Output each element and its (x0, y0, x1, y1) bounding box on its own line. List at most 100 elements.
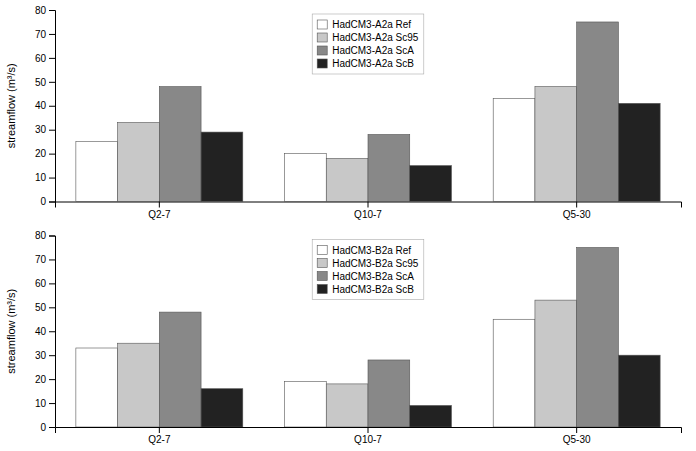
tick-mark (576, 427, 577, 433)
bars (76, 247, 660, 427)
tick-mark (49, 178, 55, 179)
figure: 0 10 20 30 40 50 60 70 80 Q2-7 Q10-7 Q5-30 streamflo… (0, 0, 696, 451)
tick-label: Q10-7 (354, 209, 382, 220)
legend-frame (312, 14, 424, 74)
axis-line (49, 236, 56, 428)
tick-label: 50 (35, 77, 47, 88)
legend: HadCM3-B2a Ref HadCM3-B2a Sc95 HadCM3-B2a … (312, 240, 424, 300)
legend-swatch (317, 59, 327, 68)
x-axis: Q2-7Q10-7Q5-30 (56, 202, 682, 220)
tick: 0 (40, 196, 55, 207)
tick-label: 60 (35, 278, 47, 289)
legend-frame (312, 240, 424, 300)
tick-label: 0 (40, 422, 46, 433)
tick: 20 (35, 148, 55, 159)
tick-label: 70 (35, 254, 47, 265)
bar (410, 166, 452, 202)
legend-swatch (317, 20, 327, 29)
bar-series (159, 247, 618, 427)
tick-mark (368, 202, 369, 208)
tick: Q5-30 (563, 427, 591, 445)
tick: 70 (35, 254, 55, 265)
axis-line (56, 428, 682, 434)
bar (410, 405, 452, 427)
tick: 80 (35, 230, 55, 241)
bars (76, 22, 660, 202)
tick-label: Q2-7 (148, 434, 171, 445)
tick-mark (49, 58, 55, 59)
bar (285, 382, 327, 427)
tick-mark (49, 130, 55, 131)
tick-label: Q10-7 (354, 434, 382, 445)
tick-label: Q5-30 (563, 434, 591, 445)
bar (285, 154, 327, 202)
legend-label: HadCM3-B2a ScB (332, 284, 414, 295)
tick: 50 (35, 77, 55, 88)
bar (577, 22, 619, 202)
bar (159, 312, 201, 427)
tick: 10 (35, 398, 55, 409)
legend: HadCM3-A2a RefHadCM3-A2a Sc95HadCM3-A2a … (312, 14, 424, 74)
bar-series (201, 103, 660, 201)
legend-swatch (317, 259, 327, 268)
panel: 01020304050607080Q2-7Q10-7Q5-30streamflo… (5, 230, 682, 445)
tick-mark (576, 202, 577, 208)
tick: 80 (35, 5, 55, 16)
tick-label: 0 (40, 196, 46, 207)
tick-label: 40 (35, 326, 47, 337)
tick: 40 (35, 100, 55, 111)
tick: Q5-30 (563, 202, 591, 220)
bar (118, 343, 160, 427)
tick-label: 50 (35, 302, 47, 313)
bar (535, 87, 577, 202)
tick-label: 80 (35, 5, 47, 16)
tick-mark (159, 202, 160, 208)
bar (493, 99, 535, 202)
tick: 60 (35, 53, 55, 64)
tick-label: 40 (35, 100, 47, 111)
tick-mark (49, 154, 55, 155)
tick: 30 (35, 350, 55, 361)
bar (118, 123, 160, 202)
tick-mark (49, 202, 55, 203)
tick: Q10-7 (354, 427, 382, 445)
bar (201, 389, 243, 427)
tick-label: 20 (35, 374, 47, 385)
tick-mark (49, 307, 55, 308)
bar-series (118, 87, 577, 202)
tick-mark (49, 379, 55, 380)
tick-mark (368, 427, 369, 433)
bar (76, 348, 118, 427)
tick-label: 30 (35, 350, 47, 361)
tick-mark (49, 34, 55, 35)
legend-label: HadCM3-A2a ScB (332, 58, 414, 69)
tick: 0 (40, 422, 55, 433)
tick: 30 (35, 124, 55, 135)
axis-title: streamflow (m³/s) (5, 63, 17, 148)
tick-mark (49, 355, 55, 356)
tick-mark (49, 10, 55, 11)
legend-item: HadCM3-A2a ScA (317, 45, 414, 56)
tick: Q2-7 (148, 427, 171, 445)
tick-label: 20 (35, 148, 47, 159)
bar (201, 132, 243, 201)
tick-mark (49, 259, 55, 260)
bar (577, 247, 619, 427)
tick: 70 (35, 29, 55, 40)
tick: 60 (35, 278, 55, 289)
legend-item: HadCM3-A2a Ref (317, 19, 411, 30)
legend-label: HadCM3-A2a ScA (332, 45, 414, 56)
axis-line (56, 202, 682, 208)
legend-label: HadCM3-B2a Ref (332, 245, 411, 256)
tick-label: 70 (35, 29, 47, 40)
tick-mark (159, 427, 160, 433)
legend-item: HadCM3-A2a ScB (317, 58, 414, 69)
tick-label: 10 (35, 398, 47, 409)
legend-swatch (317, 46, 327, 55)
legend-label: HadCM3-B2a Sc95 (332, 258, 419, 269)
bar (368, 134, 410, 201)
tick-mark (49, 403, 55, 404)
bar (618, 103, 660, 201)
legend-swatch (317, 246, 327, 255)
tick: 20 (35, 374, 55, 385)
